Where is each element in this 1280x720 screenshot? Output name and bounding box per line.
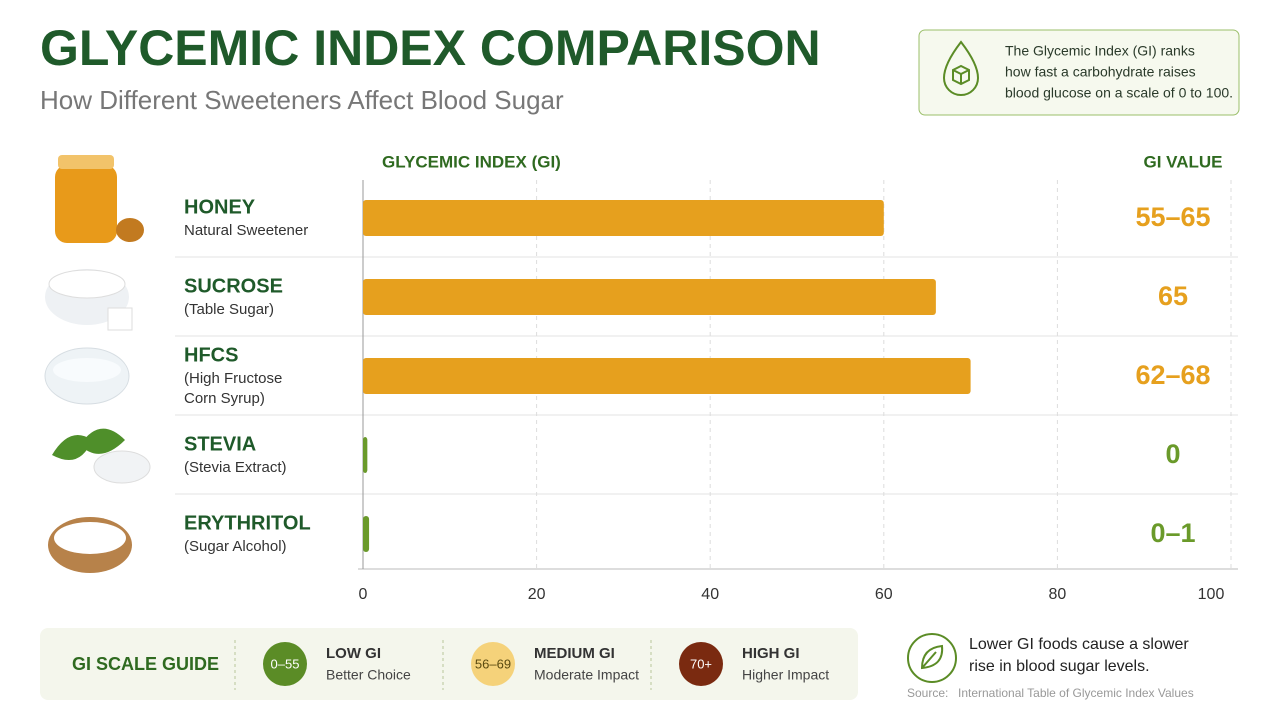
scale-description: Higher Impact <box>742 667 829 683</box>
drop-icon <box>942 40 980 96</box>
gi-value-label: 62–68 <box>1135 360 1210 390</box>
sweetener-images <box>44 155 151 573</box>
leaf-shape <box>920 644 944 670</box>
scale-description: Better Choice <box>326 667 411 683</box>
category-name: HONEY <box>184 196 256 218</box>
title: GLYCEMIC INDEX COMPARISON <box>40 20 821 76</box>
category-description: (High Fructose <box>184 370 282 387</box>
x-tick-label: 80 <box>1049 586 1067 603</box>
x-tick-label: 40 <box>701 586 719 603</box>
info-text: blood glucose on a scale of 0 to 100. <box>1005 85 1233 101</box>
scale-name: MEDIUM GI <box>534 645 615 662</box>
info-text: how fast a carbohydrate raises <box>1005 64 1196 80</box>
bar <box>363 516 370 552</box>
source: International Table of Glycemic Index Va… <box>958 686 1194 700</box>
scale-range: 70+ <box>690 656 712 671</box>
footer-note: rise in blood sugar levels. <box>969 658 1150 675</box>
x-axis-label: GLYCEMIC INDEX (GI) <box>382 152 561 171</box>
info-text: The Glycemic Index (GI) ranks <box>1005 43 1195 59</box>
footer-note: Lower GI foods cause a slower <box>969 636 1189 653</box>
category-description: (Sugar Alcohol) <box>184 538 287 555</box>
info-box <box>918 29 1240 116</box>
gi-value-label: 65 <box>1158 281 1188 311</box>
category-name: ERYTHRITOL <box>184 512 311 534</box>
category-description: (Table Sugar) <box>184 301 274 318</box>
scale-name: LOW GI <box>326 645 381 662</box>
bar <box>363 358 971 394</box>
category-description: Natural Sweetener <box>184 222 308 239</box>
category-name: SUCROSE <box>184 275 283 297</box>
x-tick-label: 20 <box>528 586 546 603</box>
scale-guide-panel <box>40 628 858 700</box>
bar <box>363 200 884 236</box>
scale-swatch <box>679 642 723 686</box>
scale-guide-title: GI SCALE GUIDE <box>72 654 219 674</box>
category-description: (Stevia Extract) <box>184 459 287 476</box>
x-tick-label: 100 <box>1198 586 1225 603</box>
category-name: HFCS <box>184 344 238 366</box>
x-tick-label: 0 <box>359 586 368 603</box>
bar <box>363 279 936 315</box>
subtitle: How Different Sweeteners Affect Blood Su… <box>40 85 564 115</box>
gi-value-label: 55–65 <box>1135 202 1210 232</box>
source-label: Source: <box>907 686 948 700</box>
x-tick-label: 60 <box>875 586 893 603</box>
leaf-icon <box>907 633 957 683</box>
scale-range: 0–55 <box>271 656 300 671</box>
value-column-title: GI VALUE <box>1143 152 1222 171</box>
scale-description: Moderate Impact <box>534 667 639 683</box>
scale-swatch <box>263 642 307 686</box>
category-name: STEVIA <box>184 433 256 455</box>
scale-swatch <box>471 642 515 686</box>
category-description: Corn Syrup) <box>184 390 265 407</box>
gi-value-label: 0 <box>1165 439 1180 469</box>
scale-name: HIGH GI <box>742 645 800 662</box>
gi-value-label: 0–1 <box>1150 518 1195 548</box>
bar <box>363 437 368 473</box>
scale-range: 56–69 <box>475 656 511 671</box>
